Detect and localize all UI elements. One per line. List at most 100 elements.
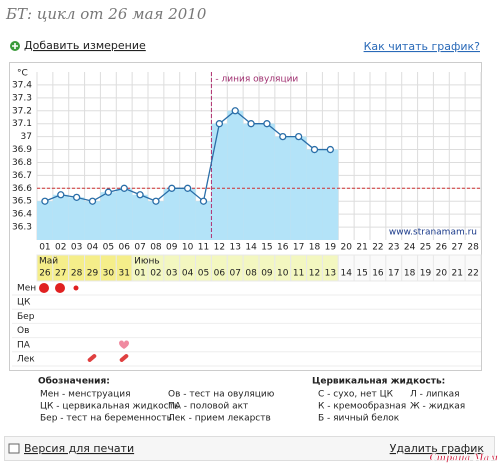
date-day: 20 — [436, 269, 448, 279]
date-day: 14 — [340, 269, 352, 279]
x-tick-label: 14 — [245, 243, 257, 253]
date-day: 08 — [245, 269, 257, 279]
bar — [195, 201, 212, 240]
date-day: 10 — [277, 269, 289, 279]
x-tick-label: 13 — [229, 243, 240, 253]
date-day: 19 — [420, 269, 432, 279]
y-tick-label: 37.1 — [12, 119, 32, 129]
row-label: ПА — [17, 340, 31, 350]
cm-item: С - сухо, нет ЦК — [318, 390, 394, 400]
x-tick-label: 03 — [71, 243, 82, 253]
y-tick-label: 37.4 — [12, 80, 32, 90]
date-day: 16 — [372, 269, 384, 279]
date-day: 27 — [55, 269, 66, 279]
cm-item: Ж - жидкая — [410, 402, 465, 412]
date-day: 07 — [229, 269, 240, 279]
bar — [148, 201, 164, 240]
y-tick-label: 36.5 — [12, 197, 32, 207]
x-tick-label: 24 — [404, 243, 416, 253]
date-day: 26 — [39, 269, 51, 279]
month: Май — [39, 257, 58, 267]
point — [72, 193, 81, 202]
date-day: 30 — [103, 269, 115, 279]
x-tick-label: 25 — [420, 243, 431, 253]
icon-menses — [73, 285, 79, 291]
icon-menses — [55, 283, 65, 293]
point — [326, 145, 335, 154]
bar — [179, 188, 196, 240]
date-day: 18 — [404, 269, 416, 279]
bar — [84, 201, 101, 240]
legend-item: Мен - менструация — [40, 390, 131, 400]
point — [104, 188, 113, 196]
row-label: ЦК — [17, 298, 31, 308]
bar — [132, 194, 148, 240]
icon-pill — [87, 354, 97, 362]
legend-item: Лек - прием лекарств — [168, 414, 271, 424]
x-tick-label: 06 — [118, 243, 130, 253]
date-day: 17 — [388, 269, 399, 279]
cm-item: К - кремообразная — [318, 402, 406, 412]
bar — [306, 149, 323, 240]
x-tick-label: 19 — [325, 243, 337, 253]
icon-heart — [119, 340, 129, 349]
x-tick-label: 18 — [309, 243, 321, 253]
help-link[interactable]: Как читать график? — [364, 40, 481, 53]
x-tick-label: 01 — [39, 243, 50, 253]
month: Июнь — [134, 257, 160, 267]
date-day: 29 — [87, 269, 99, 279]
point — [136, 191, 144, 199]
row-label: Лек — [17, 355, 35, 365]
point — [183, 184, 192, 192]
cm-title: Цервикальная жидкость: — [312, 377, 445, 387]
x-tick-label: 20 — [340, 243, 352, 253]
ovulation-label: - линия овуляции — [215, 75, 298, 85]
cm-item: Л - липкая — [410, 390, 460, 400]
date-cell — [464, 254, 482, 282]
print-link[interactable]: Версия для печати — [24, 442, 134, 455]
point — [215, 120, 224, 128]
bar — [322, 149, 339, 240]
row-label: Ов — [17, 326, 29, 336]
date-day: 12 — [309, 269, 320, 279]
x-tick-label: 05 — [103, 243, 114, 253]
icon-pill — [119, 354, 129, 362]
x-tick-label: 26 — [436, 243, 448, 253]
date-day: 01 — [134, 269, 145, 279]
point — [231, 107, 239, 115]
page-title: БТ: цикл от 26 мая 2010 — [5, 5, 207, 23]
x-tick-label: 07 — [134, 243, 145, 253]
bar — [52, 194, 69, 240]
x-tick-label: 17 — [293, 243, 304, 253]
add-link[interactable]: Добавить измерение — [24, 39, 146, 52]
y-tick-label: 37 — [21, 132, 32, 142]
date-day: 15 — [356, 269, 367, 279]
x-tick-label: 21 — [356, 243, 367, 253]
x-tick-label: 10 — [182, 243, 194, 253]
x-tick-label: 28 — [467, 243, 479, 253]
point — [152, 197, 160, 205]
point — [247, 120, 255, 128]
bar — [227, 110, 244, 241]
x-tick-label: 16 — [277, 243, 289, 253]
bar — [163, 188, 180, 240]
x-tick-label: 22 — [372, 243, 383, 253]
date-day: 09 — [261, 269, 273, 279]
y-tick-label: 37.2 — [12, 106, 32, 116]
bar — [211, 123, 228, 240]
date-day: 06 — [214, 269, 226, 279]
delete-link[interactable]: Удалить график — [390, 442, 485, 455]
x-tick-label: 09 — [166, 243, 178, 253]
date-day: 04 — [182, 269, 194, 279]
print-icon[interactable] — [8, 443, 20, 454]
bar — [37, 201, 53, 240]
y-tick-label: 36.4 — [12, 210, 32, 220]
point — [294, 132, 303, 141]
x-tick-label: 15 — [261, 243, 272, 253]
point — [168, 184, 176, 192]
x-tick-label: 23 — [388, 243, 399, 253]
y-tick-label: 36.8 — [12, 158, 32, 168]
bar — [243, 123, 259, 240]
x-tick-label: 08 — [150, 243, 162, 253]
